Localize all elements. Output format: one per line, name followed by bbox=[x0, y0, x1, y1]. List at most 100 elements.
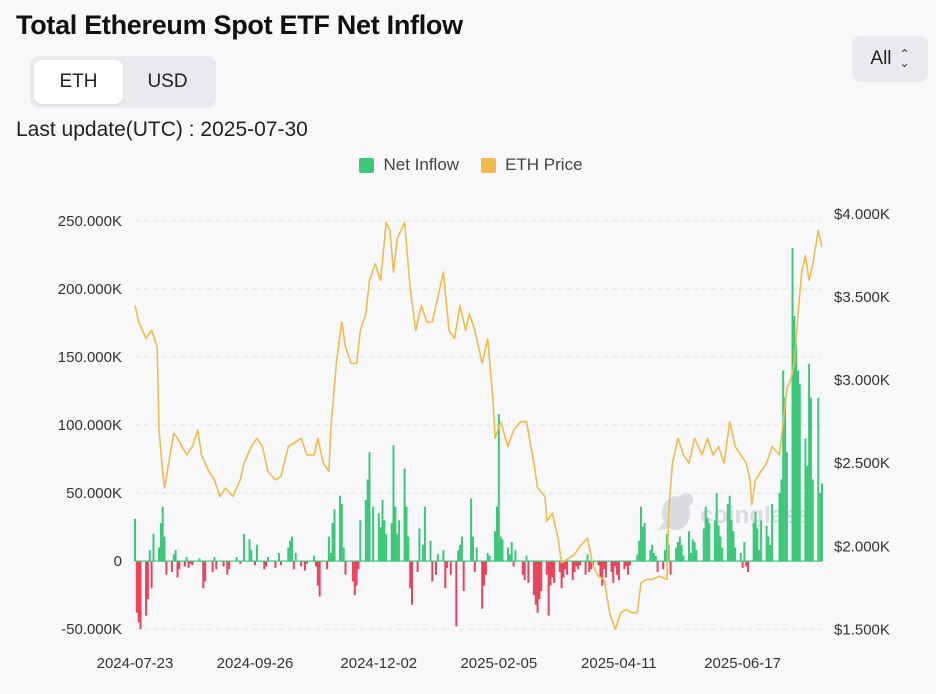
y-left-tick-label: 50.000K bbox=[66, 485, 122, 502]
net-inflow-bar bbox=[771, 504, 774, 562]
net-inflow-bar bbox=[514, 550, 517, 562]
net-inflow-bar bbox=[677, 542, 679, 562]
net-inflow-bar bbox=[198, 558, 201, 562]
net-inflow-bar bbox=[540, 561, 543, 591]
net-inflow-bar bbox=[549, 561, 552, 586]
net-inflow-bar bbox=[806, 465, 809, 562]
net-inflow-bar bbox=[178, 561, 181, 570]
net-inflow-bar bbox=[689, 553, 692, 562]
updown-chevron-icon: ⌃ ⌄ bbox=[899, 47, 910, 70]
range-select[interactable]: All ⌃ ⌄ bbox=[852, 36, 928, 82]
net-inflow-bar bbox=[597, 561, 600, 566]
x-tick-label: 2025-02-05 bbox=[460, 655, 537, 672]
net-inflow-bar bbox=[638, 540, 641, 562]
net-inflow-bar bbox=[211, 561, 214, 572]
net-inflow-bar bbox=[719, 536, 722, 562]
legend-swatch-eth-price bbox=[481, 157, 497, 173]
net-inflow-bar bbox=[599, 561, 602, 578]
range-select-value: All bbox=[870, 48, 892, 69]
net-inflow-bar bbox=[767, 536, 770, 562]
net-inflow-bar bbox=[134, 518, 136, 562]
net-inflow-bar bbox=[688, 531, 690, 562]
net-inflow-bar bbox=[756, 528, 759, 562]
net-inflow-bar bbox=[782, 370, 785, 562]
coinglass-logo-icon bbox=[658, 493, 693, 530]
net-inflow-bar bbox=[265, 561, 268, 567]
net-inflow-bar bbox=[366, 479, 369, 562]
net-inflow-bar bbox=[470, 498, 473, 562]
legend-item-net-inflow[interactable]: Net Inflow bbox=[359, 155, 459, 175]
net-inflow-bar bbox=[625, 561, 628, 567]
x-tick-label: 2024-09-26 bbox=[217, 655, 294, 672]
net-inflow-bar bbox=[254, 561, 256, 566]
net-inflow-bar bbox=[604, 561, 607, 578]
net-inflow-bar bbox=[811, 479, 814, 562]
page-title: Total Ethereum Spot ETF Net Inflow bbox=[16, 10, 463, 40]
unit-toggle: ETH USD bbox=[30, 56, 216, 108]
net-inflow-bar bbox=[627, 561, 630, 575]
y-left-tick-label: 200.000K bbox=[58, 281, 122, 298]
net-inflow-bar bbox=[704, 506, 707, 562]
net-inflow-bar bbox=[145, 561, 148, 616]
net-inflow-bar bbox=[159, 523, 162, 562]
x-tick-label: 2024-12-02 bbox=[340, 655, 417, 672]
net-inflow-bar bbox=[760, 520, 763, 562]
net-inflow-bar bbox=[483, 561, 485, 586]
net-inflow-bars bbox=[134, 248, 823, 630]
net-inflow-bar bbox=[139, 561, 142, 630]
net-inflow-bar bbox=[315, 561, 317, 567]
net-inflow-bar bbox=[333, 509, 336, 562]
net-inflow-bar bbox=[446, 561, 449, 568]
net-inflow-bar bbox=[383, 520, 386, 562]
net-inflow-bar bbox=[176, 561, 179, 578]
net-inflow-bar bbox=[318, 561, 321, 597]
net-inflow-bar bbox=[706, 517, 709, 562]
net-inflow-bar bbox=[695, 550, 698, 562]
net-inflow-bar bbox=[538, 561, 541, 600]
y-left-tick-label: 250.000K bbox=[58, 213, 122, 230]
toggle-usd-button[interactable]: USD bbox=[147, 71, 188, 92]
net-inflow-bar bbox=[161, 506, 164, 562]
net-inflow-bar bbox=[455, 561, 458, 627]
net-inflow-bar bbox=[793, 316, 796, 562]
eth-price-line bbox=[134, 221, 823, 631]
net-inflow-bar bbox=[390, 523, 393, 562]
y-right-tick-label: $2.000K bbox=[834, 538, 890, 555]
net-inflow-bar bbox=[418, 528, 421, 562]
net-inflow-bar bbox=[680, 544, 683, 562]
net-inflow-bar bbox=[584, 561, 587, 575]
net-inflow-bar bbox=[508, 554, 511, 562]
net-inflow-bar bbox=[344, 561, 347, 575]
net-inflow-bar bbox=[643, 523, 646, 562]
net-inflow-bar bbox=[357, 561, 360, 570]
net-inflow-bar bbox=[547, 561, 550, 616]
net-inflow-bar bbox=[721, 547, 724, 562]
net-inflow-bar bbox=[381, 499, 384, 562]
net-inflow-bar bbox=[187, 561, 190, 568]
net-inflow-bar bbox=[274, 561, 277, 568]
net-inflow-bar bbox=[355, 561, 358, 586]
y-left-tick-label: 0 bbox=[114, 553, 122, 570]
net-inflow-bar bbox=[797, 370, 799, 562]
net-inflow-bar bbox=[431, 561, 434, 582]
net-inflow-bar bbox=[551, 561, 554, 578]
legend-item-eth-price[interactable]: ETH Price bbox=[481, 155, 583, 175]
net-inflow-bar bbox=[405, 506, 408, 562]
net-inflow-bar bbox=[523, 561, 526, 581]
y-right-tick-label: $3.000K bbox=[834, 372, 890, 389]
net-inflow-bar bbox=[726, 504, 729, 562]
net-inflow-bar bbox=[636, 554, 639, 562]
chart-grid bbox=[135, 220, 822, 630]
last-update-text: Last update(UTC) : 2025-07-30 bbox=[16, 118, 308, 141]
net-inflow-bar bbox=[250, 550, 253, 562]
net-inflow-bar bbox=[152, 533, 155, 562]
net-inflow-bar bbox=[215, 561, 218, 570]
net-inflow-bar bbox=[754, 512, 757, 562]
net-inflow-bar bbox=[784, 397, 787, 562]
net-inflow-bar bbox=[693, 542, 696, 562]
toggle-eth-button[interactable]: ETH bbox=[34, 60, 123, 104]
net-inflow-bar bbox=[496, 506, 498, 562]
net-inflow-bar bbox=[353, 561, 356, 596]
net-inflow-bar bbox=[641, 527, 644, 562]
net-inflow-bar bbox=[577, 561, 580, 570]
